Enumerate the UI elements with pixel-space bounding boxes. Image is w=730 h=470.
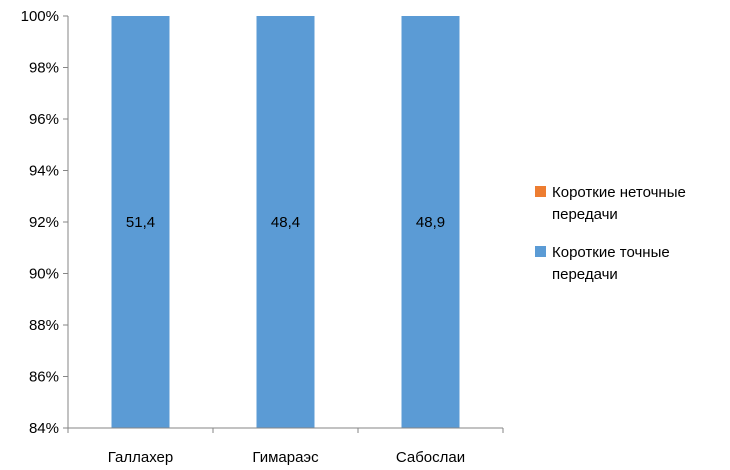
x-tick-label: Гимараэс: [252, 449, 319, 466]
y-tick-label: 90%: [29, 266, 59, 283]
legend-item-inaccurate: Короткие неточные передачи: [535, 182, 725, 226]
y-tick-label: 86%: [29, 369, 59, 386]
data-label: 48,4: [271, 214, 300, 231]
data-label: 48,9: [416, 214, 445, 231]
legend-swatch-inaccurate: [535, 186, 546, 197]
bar-accurate: [256, 16, 315, 428]
bars-layer: [111, 16, 460, 428]
legend-swatch-accurate: [535, 246, 546, 257]
y-tick-label: 100%: [21, 8, 59, 25]
legend-item-accurate: Короткие точные передачи: [535, 242, 725, 286]
y-tick-label: 96%: [29, 111, 59, 128]
y-tick-label: 94%: [29, 163, 59, 180]
bar-accurate: [401, 16, 460, 428]
legend-label-accurate: Короткие точные передачи: [552, 244, 670, 283]
legend-label-inaccurate: Короткие неточные передачи: [552, 184, 686, 223]
y-tick-label: 92%: [29, 214, 59, 231]
y-tick-label: 98%: [29, 60, 59, 77]
labels-layer: 51,45,2Галлахер48,45,7Гимараэс48,95,7Саб…: [21, 8, 466, 466]
x-tick-label: Сабослаи: [396, 449, 465, 466]
y-tick-label: 88%: [29, 317, 59, 334]
y-tick-label: 84%: [29, 420, 59, 437]
axes-layer: [63, 15, 504, 433]
data-label: 51,4: [126, 214, 155, 231]
bar-accurate: [111, 16, 170, 428]
x-tick-label: Галлахер: [108, 449, 174, 466]
